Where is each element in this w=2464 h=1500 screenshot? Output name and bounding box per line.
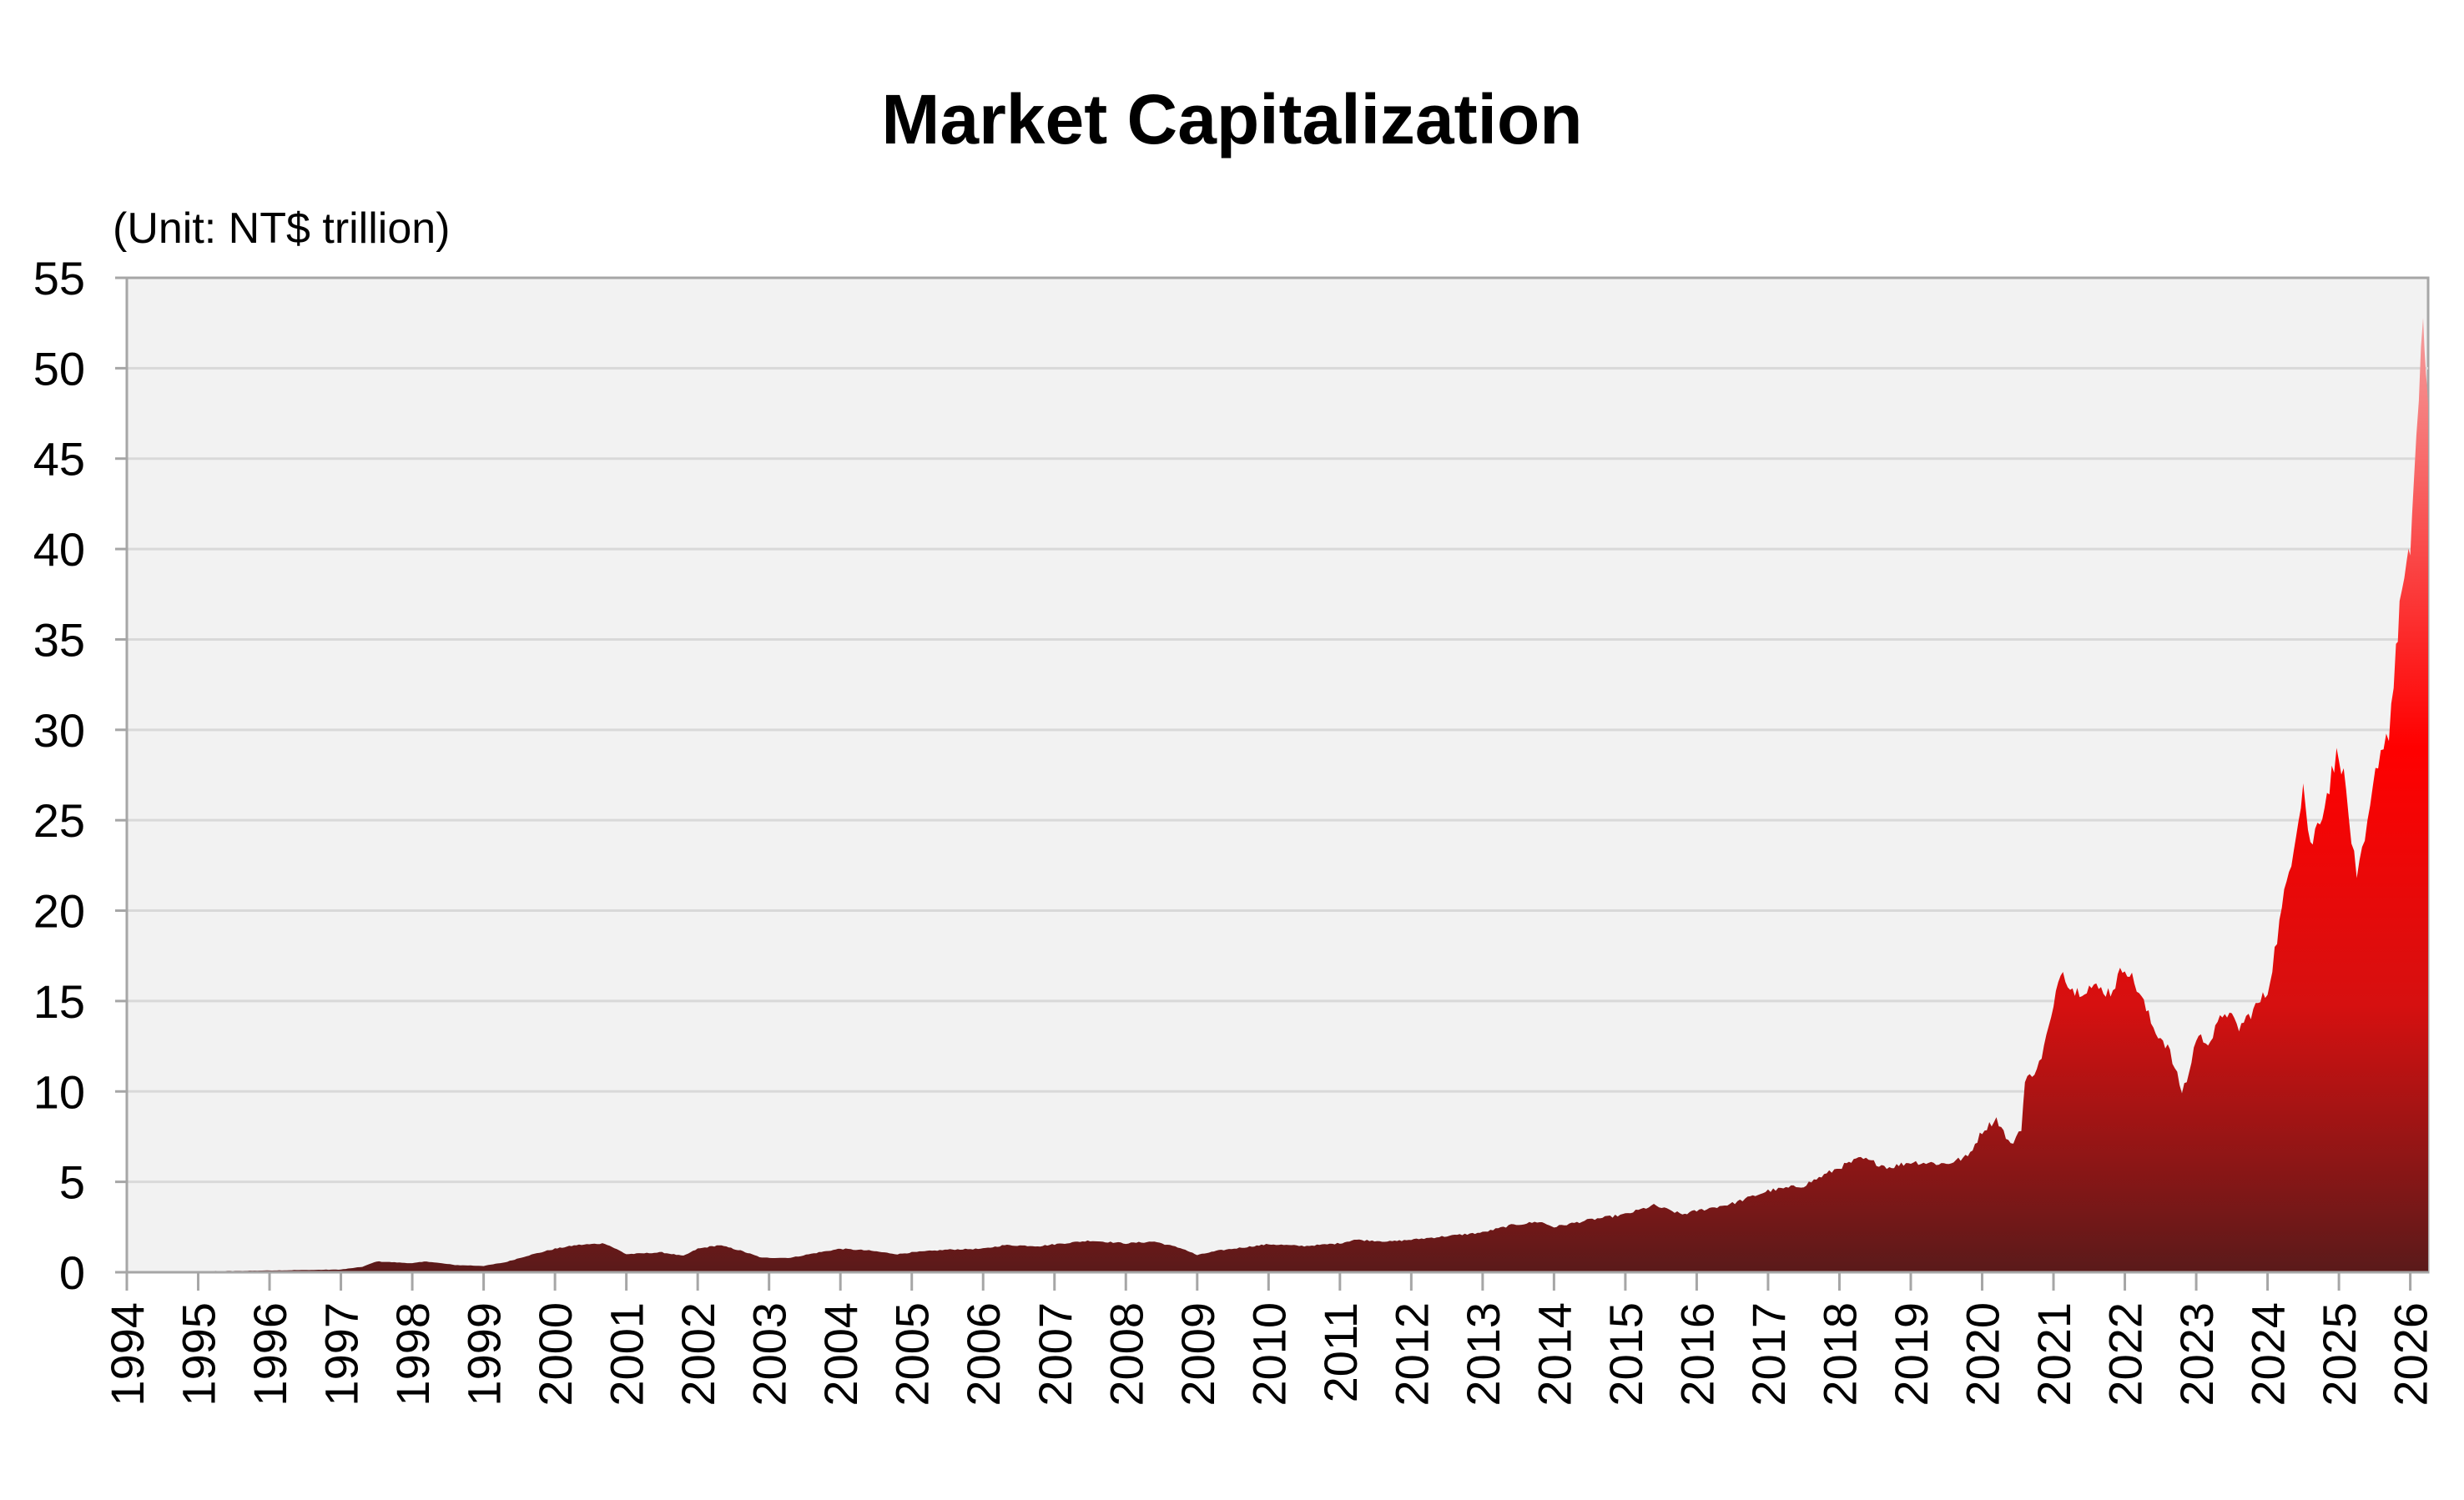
y-tick-label: 50 — [33, 342, 85, 395]
y-tick-label: 20 — [33, 885, 85, 938]
y-tick-label: 30 — [33, 704, 85, 757]
x-tick-label: 2006 — [957, 1302, 1010, 1407]
y-tick-label: 55 — [33, 252, 85, 305]
x-tick-label: 1997 — [315, 1302, 368, 1407]
x-tick-label: 1996 — [244, 1302, 296, 1407]
x-tick-label: 2000 — [529, 1302, 582, 1407]
x-tick-label: 1999 — [458, 1302, 511, 1407]
x-tick-label: 2019 — [1885, 1302, 1937, 1407]
y-axis-ticks: 0 5 10 15 20 25 30 35 40 45 50 55 — [33, 252, 127, 1299]
area-layer — [127, 318, 2428, 1272]
y-tick-label: 35 — [33, 613, 85, 666]
y-tick-label: 25 — [33, 794, 85, 847]
y-tick-label: 5 — [59, 1156, 85, 1209]
x-tick-label: 2016 — [1670, 1302, 1723, 1407]
chart-title: Market Capitalization — [881, 80, 1583, 159]
x-tick-label: 2024 — [2242, 1302, 2295, 1407]
x-tick-label: 1994 — [101, 1302, 154, 1407]
x-tick-label: 2018 — [1813, 1302, 1866, 1407]
x-tick-label: 2003 — [743, 1302, 796, 1407]
x-tick-label: 2022 — [2099, 1302, 2152, 1407]
x-tick-label: 2005 — [886, 1302, 939, 1407]
x-tick-label: 2013 — [1457, 1302, 1509, 1407]
x-tick-label: 2021 — [2028, 1302, 2080, 1407]
x-tick-label: 1998 — [386, 1302, 439, 1407]
x-tick-label: 2012 — [1385, 1302, 1438, 1407]
x-tick-label: 1995 — [173, 1302, 225, 1407]
y-tick-label: 15 — [33, 975, 85, 1028]
unit-label: (Unit: NT$ trillion) — [113, 204, 451, 253]
x-tick-label: 2002 — [672, 1302, 724, 1407]
x-tick-label: 2015 — [1600, 1302, 1652, 1407]
x-tick-label: 2017 — [1742, 1302, 1795, 1407]
y-tick-label: 40 — [33, 523, 85, 576]
y-tick-label: 0 — [59, 1246, 85, 1299]
x-tick-label: 2001 — [601, 1302, 653, 1407]
market-cap-area — [127, 318, 2428, 1272]
x-tick-label: 2010 — [1242, 1302, 1295, 1407]
x-tick-label: 2014 — [1528, 1302, 1580, 1407]
x-tick-label: 2026 — [2385, 1302, 2437, 1407]
x-axis-ticks: 1994 1995 1996 1997 1998 1999 2000 2001 2002 2003… — [101, 1272, 2437, 1407]
x-tick-label: 2025 — [2313, 1302, 2366, 1407]
x-tick-label: 2004 — [814, 1302, 867, 1407]
y-tick-label: 10 — [33, 1065, 85, 1118]
y-tick-label: 45 — [33, 433, 85, 486]
x-tick-label: 2011 — [1314, 1302, 1367, 1402]
x-tick-label: 2008 — [1100, 1302, 1152, 1407]
x-tick-label: 2009 — [1172, 1302, 1224, 1407]
x-tick-label: 2023 — [2170, 1302, 2223, 1407]
x-tick-label: 2007 — [1029, 1302, 1081, 1407]
x-tick-label: 2020 — [1957, 1302, 2009, 1407]
